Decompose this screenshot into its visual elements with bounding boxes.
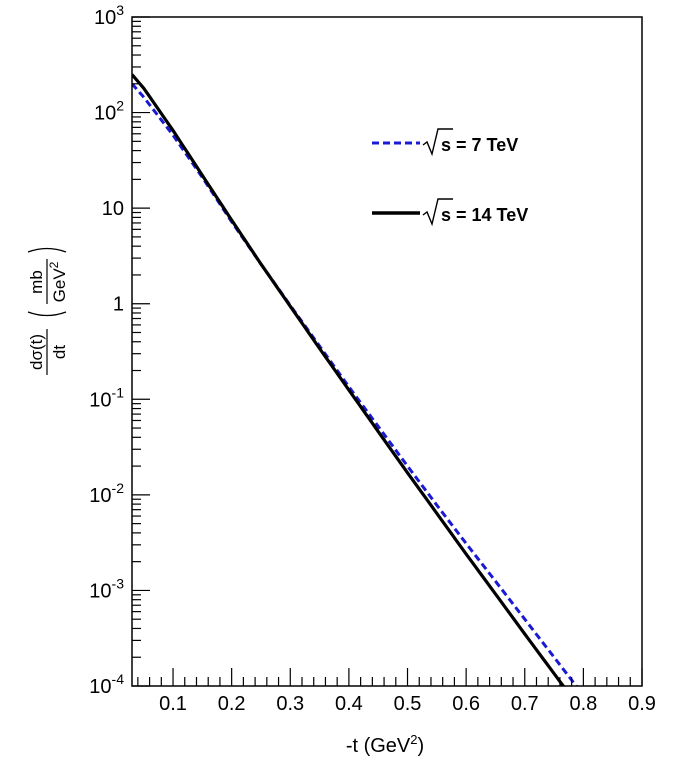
y-axis-title: dσ(t) dt mb GeV2: [27, 247, 69, 375]
legend: s = 7 TeV s = 14 TeV: [372, 128, 528, 227]
legend-sqrt-sign: [422, 128, 453, 157]
y-title-unit-denominator: GeV2: [47, 261, 69, 302]
y-tick-label: 103: [94, 2, 124, 29]
x-tick-label: 0.9: [628, 693, 656, 715]
legend-label: s = 7 TeV: [441, 135, 518, 155]
x-tick-label: 0.8: [569, 693, 597, 715]
x-tick-label: 0.5: [394, 693, 422, 715]
x-tick-label: 0.2: [218, 693, 246, 715]
y-axis-tick-labels: 10-4 10-3 10-2 10-1 1 10 102 103: [89, 2, 124, 698]
plot-frame: [131, 16, 643, 687]
x-tick-label: 0.6: [452, 693, 480, 715]
y-title-unit-numerator: mb: [27, 270, 46, 294]
y-title-denominator: dt: [50, 345, 69, 359]
y-tick-label: 102: [94, 98, 124, 125]
y-tick-label: 10-2: [89, 480, 124, 507]
y-tick-label: 1: [113, 294, 124, 316]
y-title-right-paren: [27, 247, 67, 253]
series-layer: [132, 73, 579, 686]
x-tick-label: 0.3: [276, 693, 304, 715]
y-title-left-paren: [27, 311, 67, 317]
y-tick-label: 10-1: [89, 384, 124, 411]
legend-label: s = 14 TeV: [441, 205, 528, 225]
x-axis-title: -t (GeV2): [346, 732, 424, 757]
x-tick-label: 0.4: [335, 693, 363, 715]
legend-sqrt-sign: [422, 198, 453, 227]
x-tick-label: 0.7: [511, 693, 539, 715]
y-tick-label: 10-4: [89, 671, 124, 698]
series-line-7tev: [132, 82, 579, 686]
y-title-numerator: dσ(t): [27, 334, 46, 370]
x-axis-ticks: [137, 668, 643, 686]
x-axis-tick-labels: 0.1 0.2 0.3 0.4 0.5 0.6 0.7 0.8 0.9: [159, 693, 656, 715]
y-axis-ticks: [132, 16, 150, 687]
x-tick-label: 0.1: [159, 693, 187, 715]
y-tick-label: 10-3: [89, 575, 124, 602]
series-line-14tev: [132, 73, 566, 686]
y-tick-label: 10: [102, 198, 124, 220]
